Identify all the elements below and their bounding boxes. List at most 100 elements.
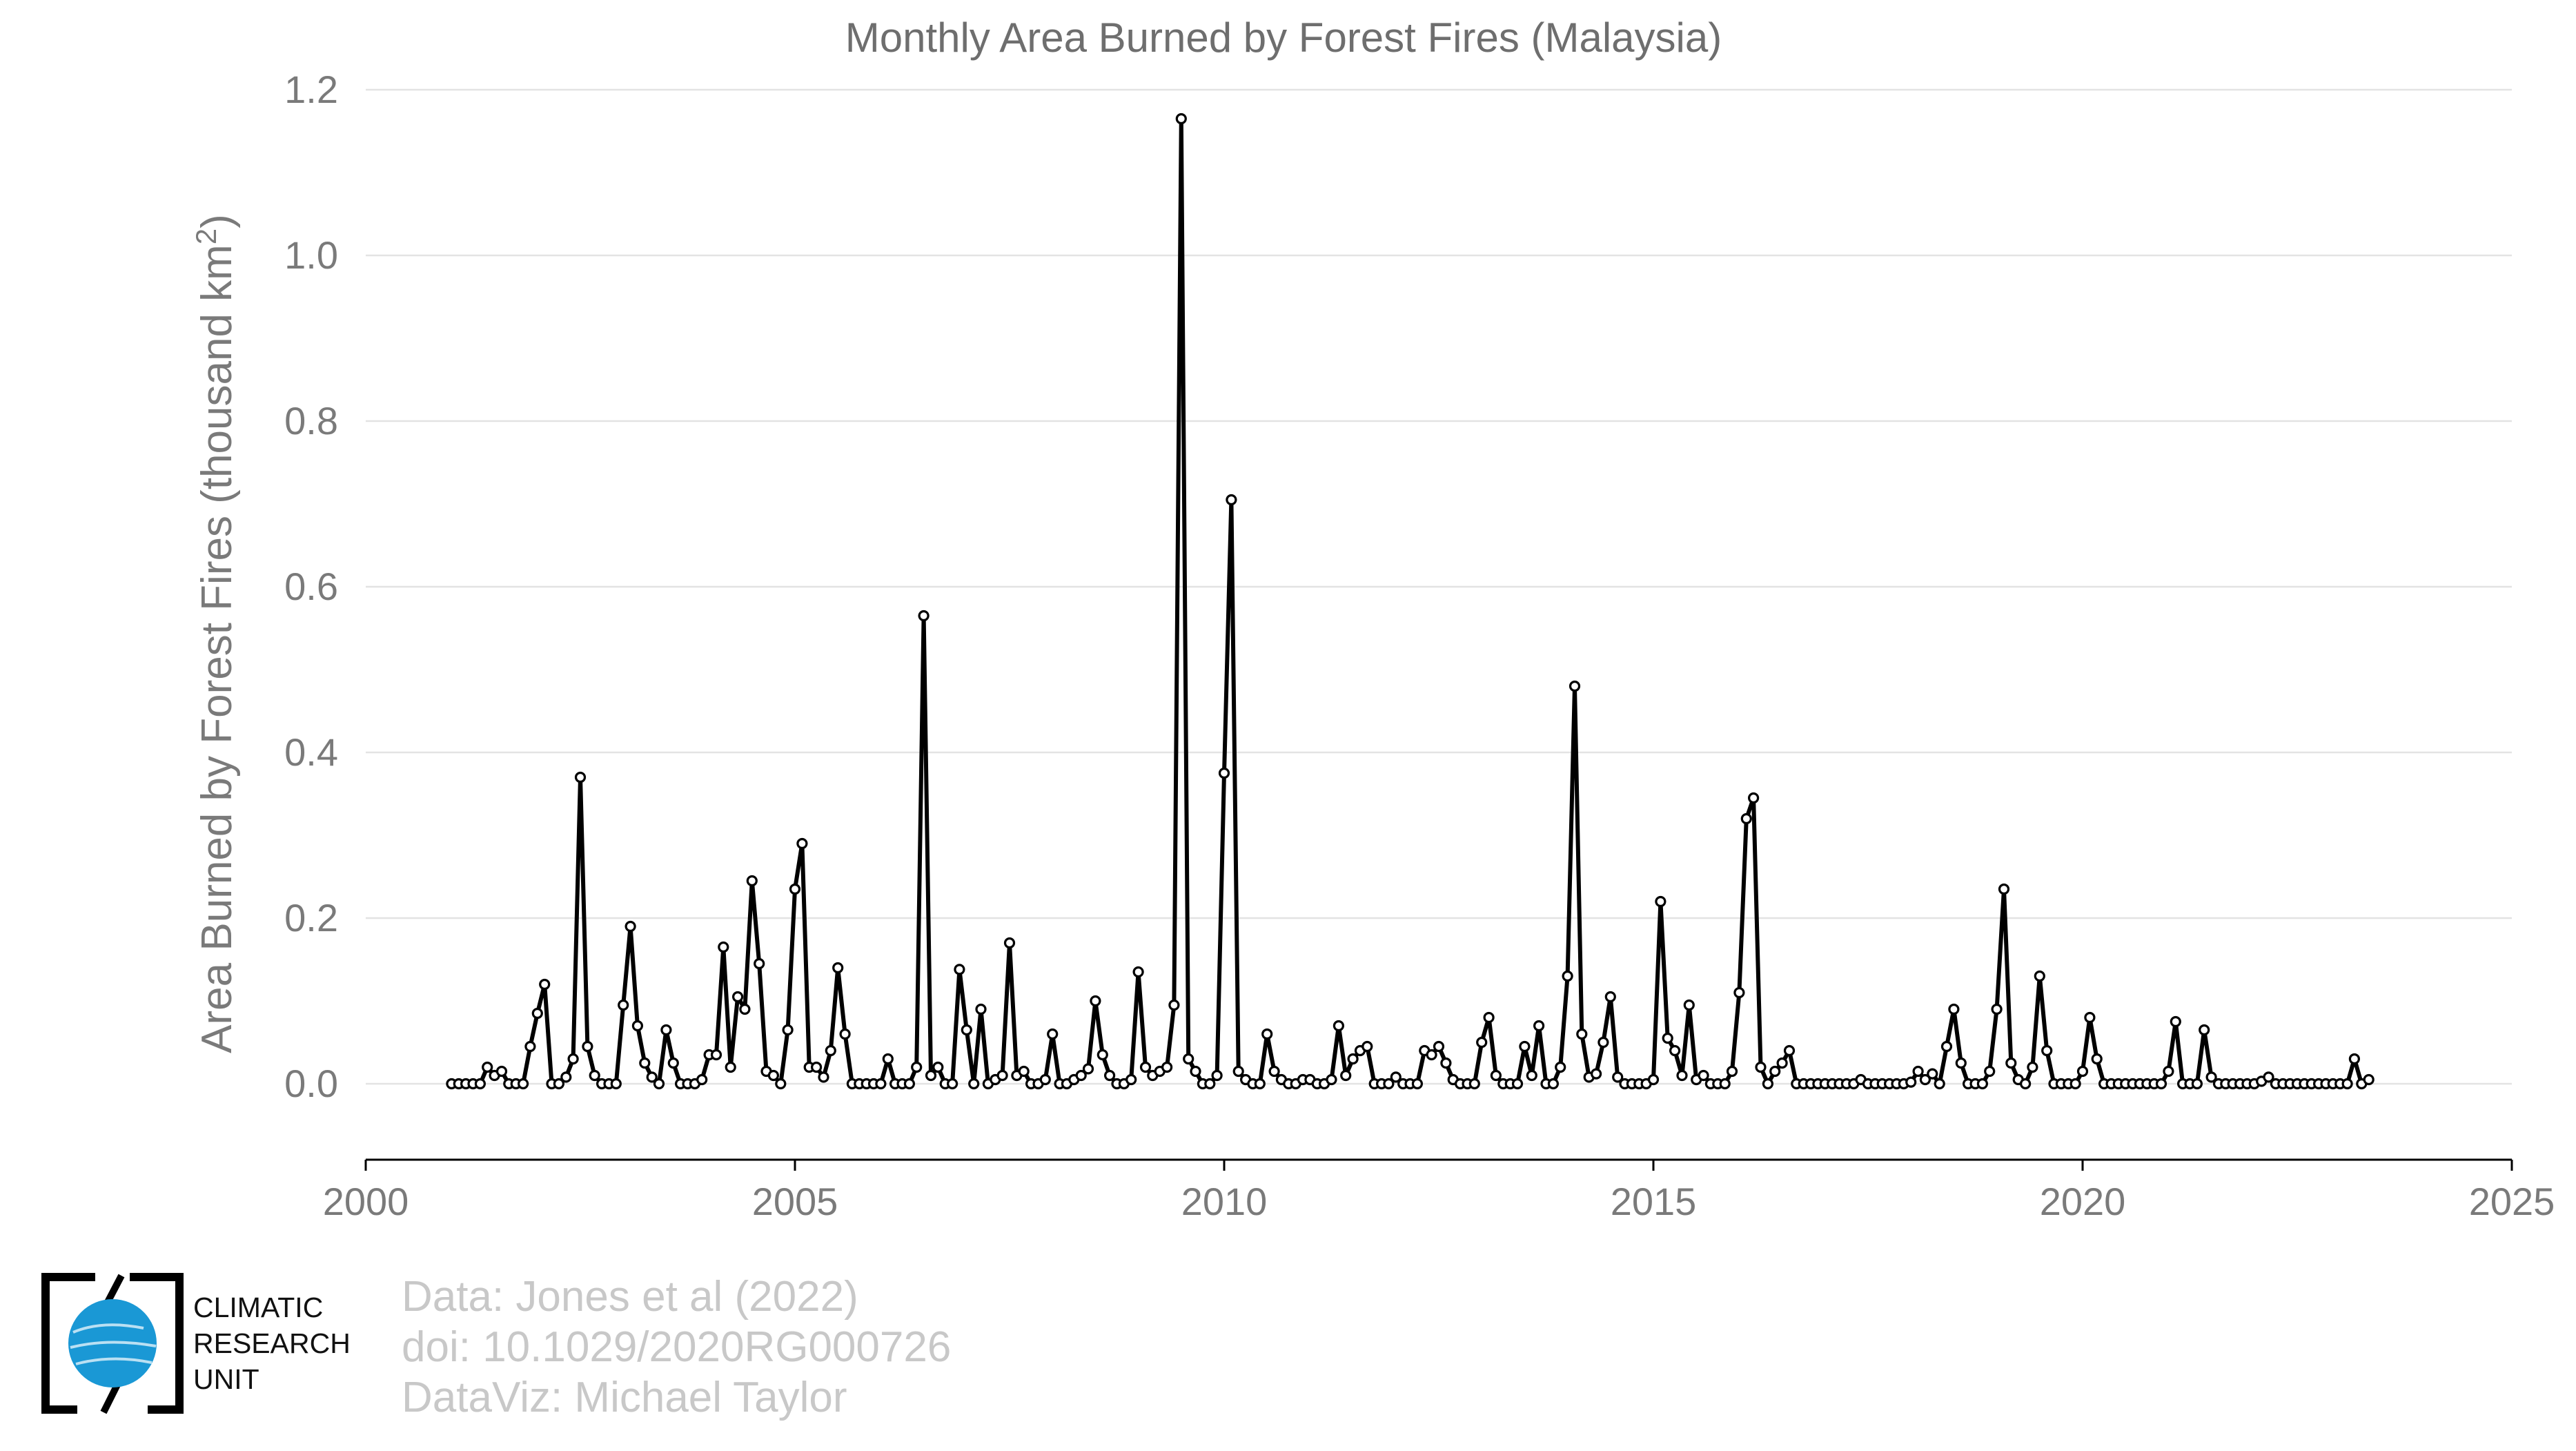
data-point (918, 610, 930, 622)
y-axis-label: Area Burned by Forest Fires (thousand km… (190, 214, 241, 1053)
data-point (818, 1071, 829, 1083)
data-point (1733, 986, 1745, 999)
data-point (1591, 1068, 1602, 1080)
series-line (451, 117, 2370, 1086)
data-point (961, 1024, 972, 1036)
data-points (446, 113, 2375, 1090)
data-point (789, 883, 801, 895)
data-point (646, 1071, 658, 1083)
data-point (1927, 1068, 1938, 1080)
data-point (1562, 970, 1573, 982)
chart-title: Monthly Area Burned by Forest Fires (Mal… (845, 14, 1722, 61)
data-point (1655, 895, 1666, 908)
data-point (1476, 1036, 1488, 1049)
data-point (1347, 1053, 1359, 1065)
data-point (2034, 970, 2045, 982)
data-point (782, 1024, 794, 1036)
data-point (1783, 1044, 1796, 1057)
data-point (1483, 1011, 1495, 1024)
data-point (495, 1065, 508, 1078)
data-point (2199, 1024, 2210, 1036)
data-point (1998, 883, 2010, 895)
data-point (1168, 999, 1180, 1011)
data-point (1604, 991, 1616, 1003)
gridlines (366, 88, 2512, 1085)
data-point (660, 1024, 672, 1036)
data-point (2005, 1057, 2017, 1069)
x-tick-label: 2020 (2040, 1180, 2126, 1223)
data-point (1776, 1057, 1788, 1069)
data-point (1383, 1078, 1395, 1090)
data-point (1326, 1073, 1337, 1086)
data-point (1719, 1078, 1731, 1090)
data-point (1139, 1061, 1152, 1073)
data-point (574, 771, 587, 783)
data-point (1003, 937, 1016, 949)
data-point (2155, 1078, 2167, 1090)
data-point (2041, 1044, 2053, 1057)
y-tick-label: 0.2 (284, 896, 338, 939)
data-point (1204, 1078, 1216, 1090)
data-point (2027, 1061, 2038, 1073)
data-point (1390, 1071, 1402, 1083)
data-point (1268, 1065, 1280, 1078)
data-point (1018, 1065, 1030, 1078)
data-point (1440, 1057, 1452, 1069)
data-point (653, 1078, 665, 1090)
data-point (839, 1028, 851, 1040)
data-point (1519, 1040, 1531, 1053)
data-point (2341, 1078, 2353, 1090)
data-point (696, 1073, 708, 1086)
y-tick-label: 0.0 (284, 1062, 338, 1105)
data-point (2084, 1011, 2096, 1024)
data-point (1662, 1032, 1673, 1044)
data-point (2091, 1053, 2103, 1065)
data-point (1261, 1028, 1273, 1040)
data-point (1426, 1049, 1437, 1061)
data-point (1948, 1003, 1960, 1015)
y-tick-label: 0.6 (284, 565, 338, 608)
x-tick-label: 2010 (1181, 1180, 1268, 1223)
data-point (2263, 1071, 2274, 1083)
data-point (1740, 812, 1752, 825)
data-point (1919, 1073, 1931, 1086)
data-point (1075, 1069, 1087, 1082)
data-point (1468, 1078, 1480, 1090)
data-point (1526, 1069, 1537, 1082)
data-credits: Data: Jones et al (2022) doi: 10.1029/20… (402, 1272, 951, 1423)
data-point (567, 1053, 579, 1065)
data-point (2020, 1078, 2032, 1090)
data-point (553, 1078, 565, 1090)
data-point (2363, 1073, 2375, 1086)
data-point (1669, 1044, 1681, 1057)
data-point (2205, 1071, 2217, 1083)
data-point (1232, 1065, 1244, 1078)
data-point (1183, 1053, 1194, 1065)
y-tick-label: 1.0 (284, 233, 338, 277)
data-point (1912, 1065, 1924, 1078)
data-point (925, 1069, 937, 1082)
data-point (639, 1057, 651, 1069)
data-point (1762, 1078, 1773, 1090)
logo-line-1: CLIMATIC (193, 1292, 324, 1323)
x-tick-label: 2005 (752, 1180, 838, 1223)
data-point (560, 1071, 572, 1083)
credit-source: Data: Jones et al (2022) (402, 1273, 858, 1321)
data-point (968, 1078, 980, 1090)
logo-line-2: RESEARCH (193, 1327, 351, 1359)
data-point (1726, 1065, 1738, 1078)
data-point (531, 1007, 543, 1020)
y-tick-label: 1.2 (284, 68, 338, 111)
data-point (1490, 1069, 1502, 1082)
data-point (1934, 1078, 1945, 1090)
y-tick-labels: 0.0 0.2 0.4 0.6 0.8 1.0 1.2 (284, 68, 338, 1105)
data-point (739, 1003, 751, 1015)
data-point (832, 962, 844, 974)
data-point (524, 1040, 536, 1053)
data-point (767, 1069, 780, 1082)
data-point (1411, 1078, 1423, 1090)
data-point (1333, 1020, 1345, 1032)
data-point (1047, 1028, 1059, 1040)
data-point (474, 1078, 486, 1090)
data-point (1211, 1069, 1223, 1082)
